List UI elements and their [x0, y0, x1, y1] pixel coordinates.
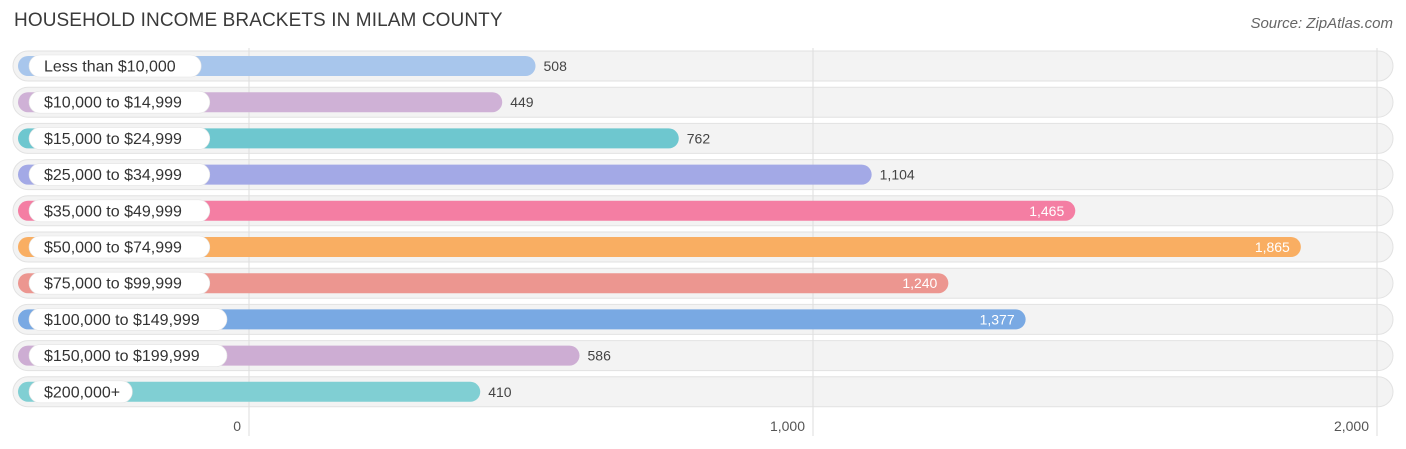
category-label: $50,000 to $74,999 [44, 240, 182, 257]
value-label: 1,465 [1029, 203, 1064, 219]
source-note: Source: ZipAtlas.com [1250, 15, 1393, 32]
x-tick-label: 1,000 [770, 418, 805, 434]
bar [18, 273, 949, 294]
category-label-pill [28, 380, 133, 404]
x-tick-label: 2,000 [1334, 418, 1369, 434]
value-label: 410 [488, 384, 512, 400]
value-label: 762 [687, 130, 711, 146]
bar [18, 237, 1301, 257]
value-label: 508 [544, 58, 568, 74]
value-label: 449 [510, 94, 534, 110]
category-label-pill [28, 163, 211, 186]
value-label: 1,104 [880, 167, 915, 183]
category-label: Less than $10,000 [44, 59, 176, 76]
value-label: 1,240 [902, 275, 937, 291]
bar [18, 381, 481, 402]
value-label: 586 [588, 348, 612, 364]
category-label: $75,000 to $99,999 [44, 276, 182, 293]
category-label-pill [28, 199, 211, 223]
category-label: $15,000 to $24,999 [44, 131, 182, 148]
category-label: $25,000 to $34,999 [44, 167, 182, 184]
bar [18, 200, 1076, 221]
category-label-pill [28, 90, 211, 114]
category-label: $100,000 to $149,999 [44, 312, 200, 329]
category-label-pill [28, 54, 202, 78]
bar [18, 164, 872, 185]
category-label-pill [28, 127, 211, 150]
category-label: $200,000+ [44, 384, 120, 401]
category-label: $35,000 to $49,999 [44, 203, 182, 220]
category-label-pill [28, 344, 228, 367]
category-label-pill [28, 308, 228, 331]
bar [18, 309, 1026, 330]
category-label: $10,000 to $14,999 [44, 95, 182, 112]
category-label-pill [28, 271, 211, 295]
chart-title: HOUSEHOLD INCOME BRACKETS IN MILAM COUNT… [14, 10, 503, 31]
category-label: $150,000 to $199,999 [44, 348, 200, 365]
x-tick-label: 0 [233, 418, 241, 434]
category-label-pill [28, 235, 211, 259]
value-label: 1,377 [980, 311, 1015, 327]
value-label: 1,865 [1255, 239, 1290, 255]
